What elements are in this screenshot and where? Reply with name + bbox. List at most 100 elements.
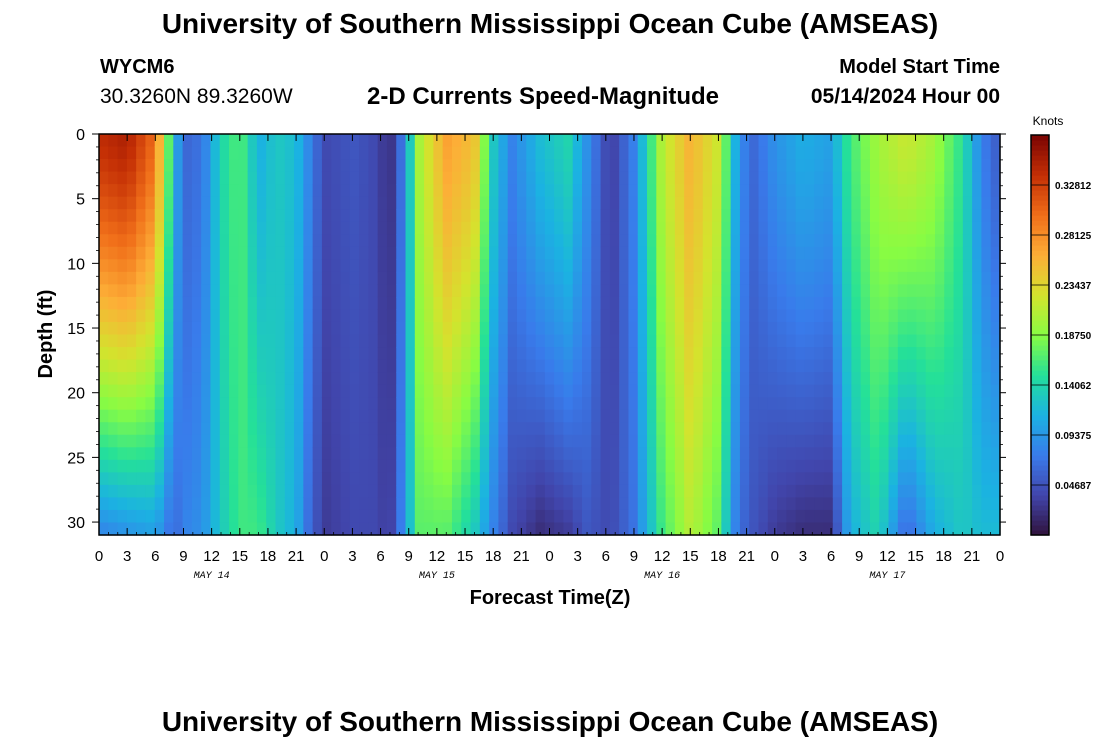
heatmap-cell <box>386 484 397 499</box>
heatmap-cell <box>749 134 760 148</box>
heatmap-cell <box>544 472 555 486</box>
heatmap-cell <box>767 347 778 361</box>
heatmap-cell <box>804 472 815 486</box>
heatmap-cell <box>786 234 797 248</box>
heatmap-cell <box>99 196 109 210</box>
heatmap-cell <box>832 284 843 298</box>
heatmap-cell <box>823 321 834 336</box>
heatmap-cell <box>229 447 239 461</box>
heatmap-cell <box>721 146 732 160</box>
heatmap-cell <box>804 184 815 198</box>
heatmap-cell <box>897 372 908 386</box>
heatmap-cell <box>842 522 852 536</box>
heatmap-cell <box>888 271 899 285</box>
heatmap-cell <box>321 159 332 173</box>
heatmap-cell <box>804 321 815 336</box>
heatmap-cell <box>461 522 472 536</box>
heatmap-cell <box>888 209 899 223</box>
heatmap-cell <box>804 409 815 423</box>
heatmap-cell <box>99 472 109 486</box>
heatmap-cell <box>256 259 267 273</box>
heatmap-cell <box>154 334 165 348</box>
heatmap-cell <box>628 321 639 336</box>
heatmap-cell <box>182 384 193 398</box>
heatmap-cell <box>303 422 314 436</box>
heatmap-cell <box>256 284 267 298</box>
heatmap-cell <box>749 234 760 248</box>
heatmap-cell <box>145 359 156 373</box>
heatmap-cell <box>359 334 369 348</box>
heatmap-cell <box>461 171 472 185</box>
heatmap-cell <box>275 497 286 511</box>
heatmap-cell <box>981 372 992 386</box>
heatmap-cell <box>321 246 332 260</box>
heatmap-cell <box>173 246 184 260</box>
y-tick-label: 15 <box>67 321 85 338</box>
heatmap-cell <box>303 184 314 198</box>
heatmap-cell <box>405 434 416 448</box>
heatmap-cell <box>424 372 434 386</box>
heatmap-cell <box>275 209 286 223</box>
heatmap-cell <box>554 347 565 361</box>
heatmap-cell <box>117 372 128 386</box>
heatmap-cell <box>925 334 936 348</box>
heatmap-cell <box>368 397 379 411</box>
heatmap-cell <box>934 459 945 473</box>
heatmap-cell <box>814 271 825 285</box>
heatmap-cell <box>684 359 695 373</box>
heatmap-cell <box>739 209 750 223</box>
heatmap-cell <box>312 422 323 436</box>
heatmap-cell <box>749 484 760 499</box>
heatmap-cell <box>693 347 704 361</box>
heatmap-cell <box>869 184 880 198</box>
heatmap-cell <box>944 309 955 323</box>
heatmap-cell <box>535 484 546 499</box>
heatmap-cell <box>544 459 555 473</box>
heatmap-cell <box>451 246 462 260</box>
heatmap-cell <box>461 409 472 423</box>
heatmap-cell <box>210 359 221 373</box>
heatmap-cell <box>767 246 778 260</box>
heatmap-cell <box>674 472 685 486</box>
heatmap-cell <box>981 484 992 499</box>
heatmap-cell <box>386 184 397 198</box>
heatmap-cell <box>600 509 611 524</box>
heatmap-cell <box>804 447 815 461</box>
heatmap-cell <box>721 284 732 298</box>
heatmap-cell <box>981 246 992 260</box>
heatmap-cell <box>582 234 592 248</box>
heatmap-cell <box>749 271 760 285</box>
heatmap-cell <box>340 259 351 273</box>
heatmap-cell <box>544 159 555 173</box>
heatmap-cell <box>145 221 156 235</box>
heatmap-cell <box>563 384 574 398</box>
heatmap-cell <box>433 159 444 173</box>
heatmap-cell <box>526 397 537 411</box>
heatmap-cell <box>953 347 964 361</box>
heatmap-cell <box>647 246 657 260</box>
heatmap-cell <box>609 296 620 311</box>
heatmap-cell <box>424 234 434 248</box>
heatmap-cell <box>990 434 1001 448</box>
heatmap-cell <box>972 522 983 536</box>
heatmap-cell <box>173 296 184 311</box>
heatmap-cell <box>507 196 518 210</box>
heatmap-cell <box>860 296 871 311</box>
heatmap-cell <box>312 397 323 411</box>
heatmap-cell <box>851 321 862 336</box>
heatmap-cell <box>702 484 713 499</box>
heatmap-cell <box>721 159 732 173</box>
heatmap-cell <box>386 359 397 373</box>
heatmap-cell <box>526 221 537 235</box>
heatmap-cell <box>832 422 843 436</box>
heatmap-cell <box>498 171 509 185</box>
heatmap-cell <box>674 271 685 285</box>
heatmap-cell <box>526 171 537 185</box>
heatmap-cell <box>451 497 462 511</box>
heatmap-cell <box>414 234 425 248</box>
heatmap-cell <box>972 434 983 448</box>
heatmap-cell <box>712 372 722 386</box>
heatmap-cell <box>730 259 741 273</box>
heatmap-cell <box>433 184 444 198</box>
heatmap-cell <box>377 372 388 386</box>
